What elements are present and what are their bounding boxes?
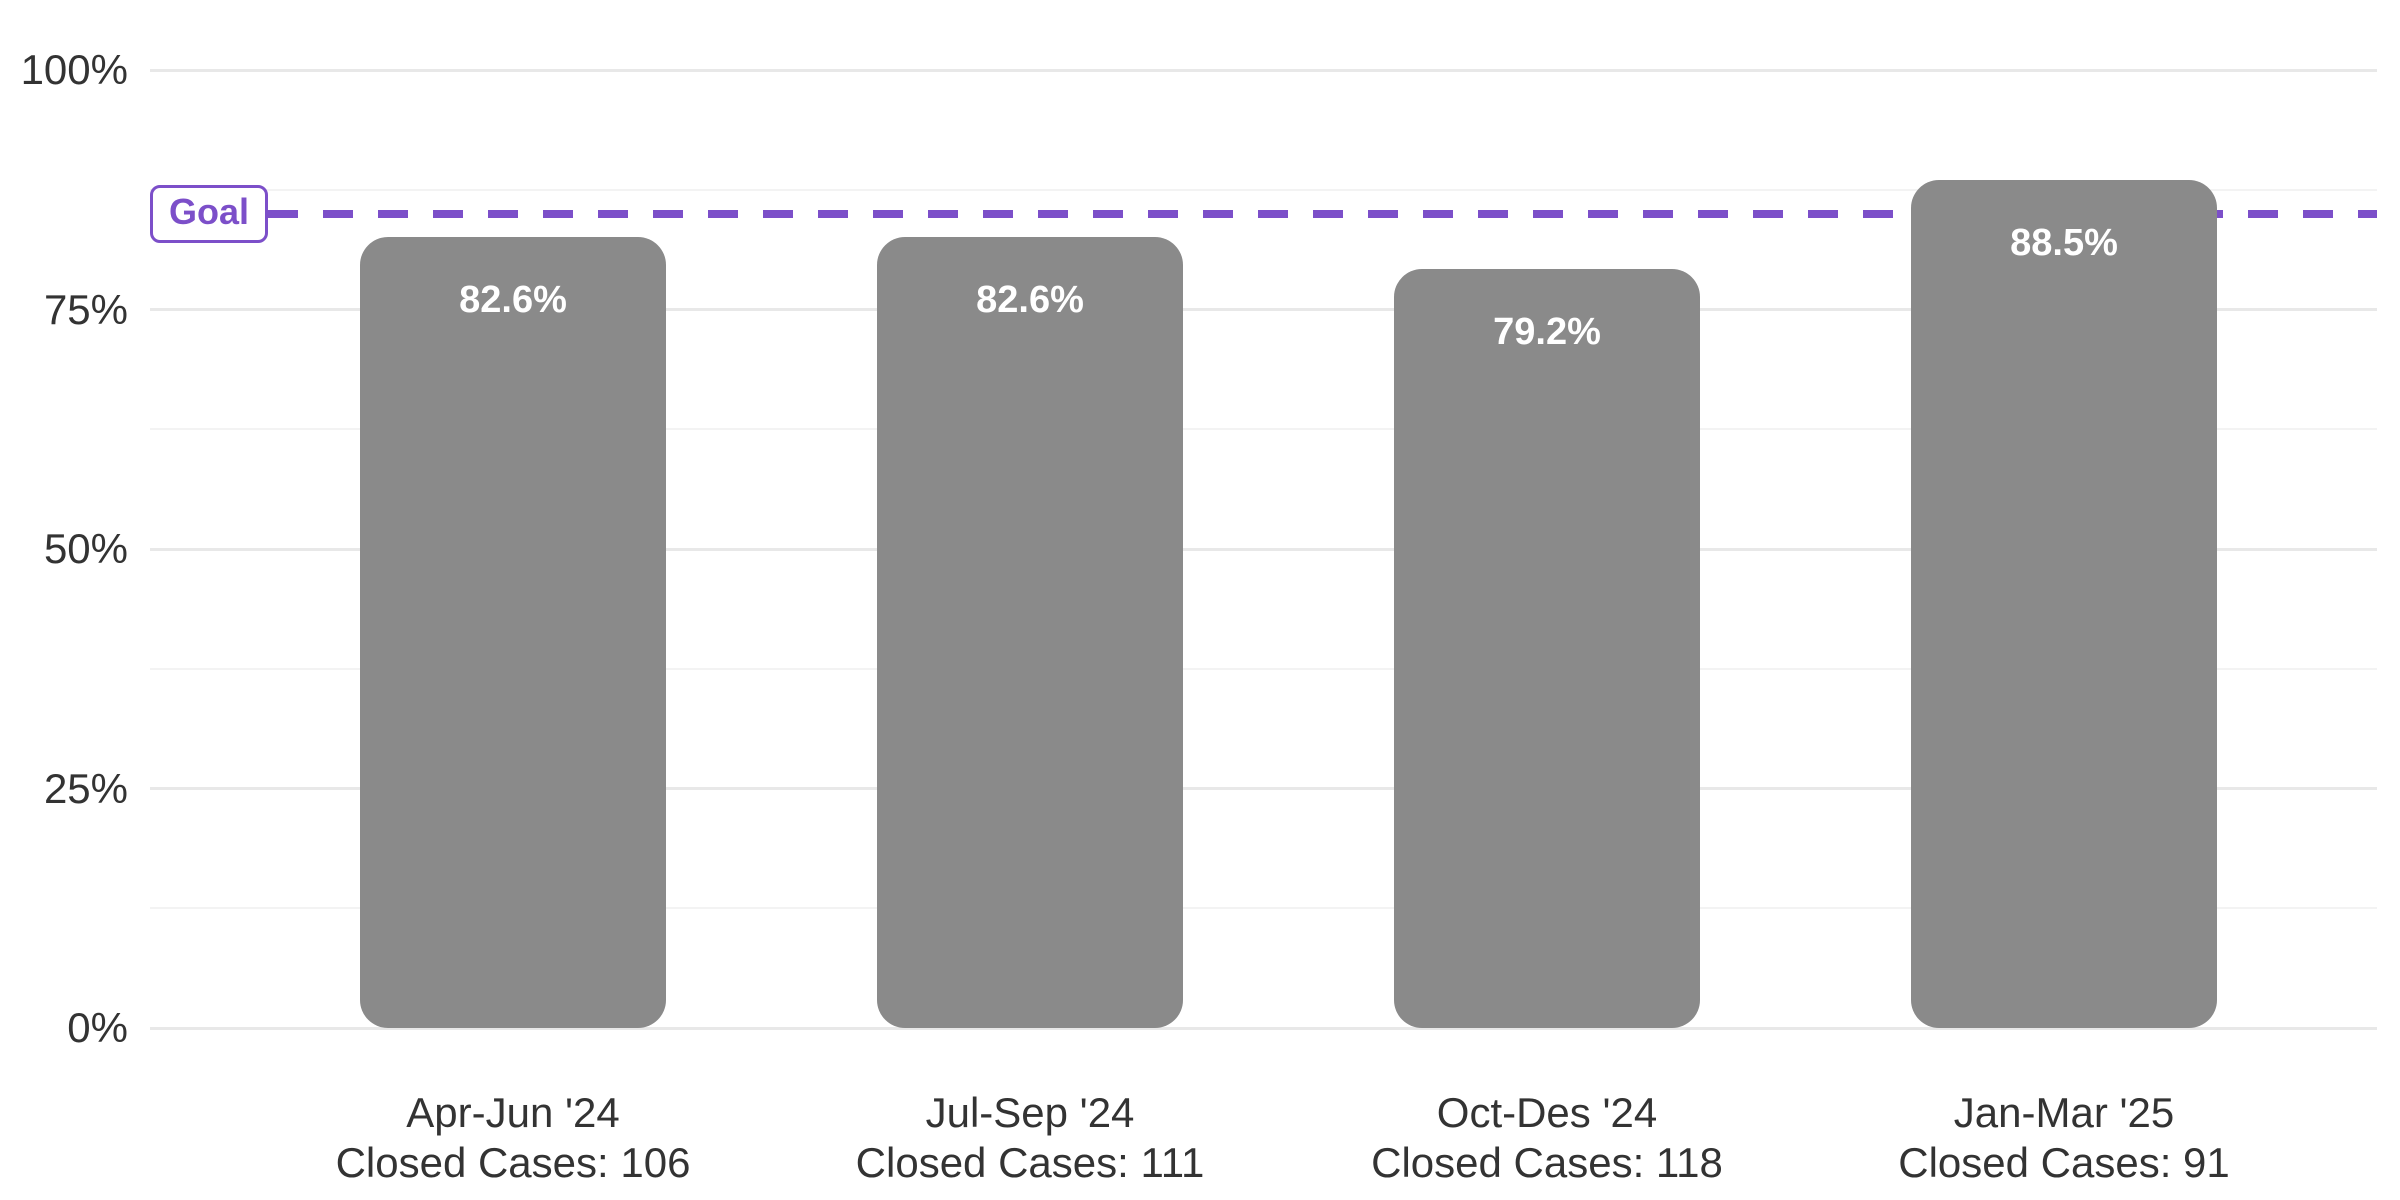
y-axis-label: 0% [67, 1004, 128, 1051]
gridline-major [150, 787, 2377, 790]
gridline-minor [150, 188, 2377, 191]
x-axis-label: Apr-Jun '24 [406, 1089, 620, 1136]
x-axis-sublabel: Closed Cases: 106 [335, 1139, 691, 1186]
gridline-major [150, 547, 2377, 551]
gridline-major [150, 308, 2377, 311]
x-axis-tick: Apr-Jun '24 Closed Cases: 106 [255, 1088, 771, 1188]
bar-value-label: 79.2% [1493, 311, 1601, 354]
goal-line [268, 209, 2377, 218]
bar[interactable]: 82.6% [360, 236, 666, 1028]
gridline-minor [150, 667, 2377, 670]
goal-label: Goal [150, 184, 269, 243]
x-axis-sublabel: Closed Cases: 111 [855, 1139, 1205, 1186]
y-axis-label: 75% [43, 285, 128, 333]
y-axis-label: 100% [20, 46, 128, 93]
bar-value-label: 82.6% [459, 278, 567, 321]
x-axis-label: Jul-Sep '24 [925, 1089, 1135, 1136]
y-axis-label: 25% [43, 764, 128, 812]
gridline-minor [150, 428, 2377, 431]
x-axis-sublabel: Closed Cases: 118 [1371, 1139, 1723, 1186]
gridline-major [150, 1026, 2377, 1030]
bar[interactable]: 82.6% [877, 236, 1183, 1028]
bar-value-label: 88.5% [2010, 222, 2118, 265]
x-axis-sublabel: Closed Cases: 91 [1898, 1139, 2230, 1186]
x-axis-tick: Oct-Des '24 Closed Cases: 118 [1289, 1088, 1805, 1188]
x-axis-label: Jan-Mar '25 [1953, 1089, 2175, 1136]
x-axis-label: Oct-Des '24 [1436, 1089, 1658, 1136]
x-axis-tick: Jan-Mar '25 Closed Cases: 91 [1806, 1088, 2322, 1188]
bar-value-label: 82.6% [976, 278, 1084, 321]
gridline-minor [150, 907, 2377, 910]
bar[interactable]: 88.5% [1911, 180, 2217, 1028]
y-axis-label: 50% [43, 525, 128, 572]
gridline-major [150, 68, 2377, 72]
x-axis-tick: Jul-Sep '24 Closed Cases: 111 [772, 1088, 1288, 1188]
bar[interactable]: 79.2% [1394, 269, 1700, 1028]
